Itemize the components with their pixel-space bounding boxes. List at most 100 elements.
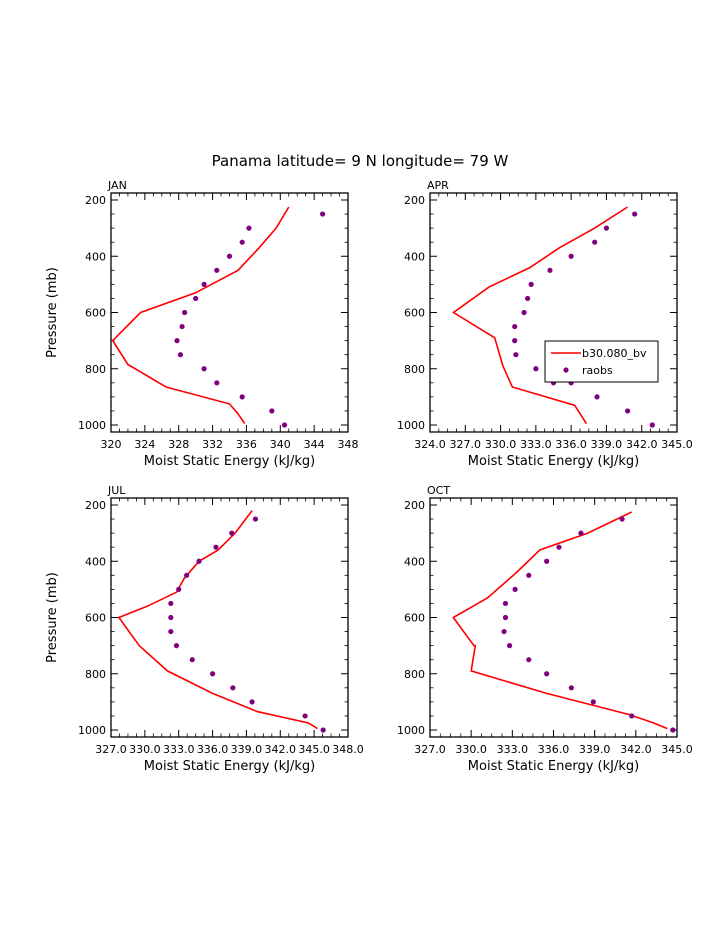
raobs-point (209, 671, 216, 677)
x-tick-label: 333.0 (163, 743, 195, 756)
raobs-point (230, 685, 236, 691)
x-axis-label: Moist Static Energy (kJ/kg) (144, 454, 315, 469)
raobs-point (239, 394, 245, 400)
y-axis-label: Pressure (mb) (45, 267, 60, 358)
y-tick-label: 400 (85, 555, 106, 568)
x-tick-label: 342.0 (620, 743, 652, 756)
x-tick-label: 328 (168, 438, 189, 451)
plot-frame (110, 192, 349, 433)
y-tick-label: 600 (85, 612, 106, 625)
x-tick-label: 336 (236, 438, 257, 451)
y-tick-label: 600 (404, 307, 425, 320)
raobs-point (568, 253, 574, 259)
raobs-point (173, 643, 180, 649)
x-tick-label: 348 (338, 438, 359, 451)
y-tick-label: 1000 (397, 419, 425, 432)
raobs-point (526, 657, 532, 663)
x-tick-label: 324.0 (414, 438, 446, 451)
x-tick-label: 333.0 (520, 438, 552, 451)
raobs-point (592, 239, 598, 245)
panel-apr: APR 324.0 327.0 330.0 333.0 336.0 339.0 342.0 34… (397, 179, 693, 469)
y-axis-label: Pressure (mb) (45, 572, 60, 663)
raobs-point (512, 586, 518, 592)
raobs-point (594, 394, 600, 400)
raobs-point (226, 253, 233, 259)
raobs-point (246, 225, 252, 231)
raobs-point (513, 352, 519, 358)
panel-title: JAN (107, 179, 127, 192)
x-tick-label: 330.0 (485, 438, 517, 451)
raobs-point (521, 309, 527, 316)
raobs-point (525, 295, 531, 302)
raobs-point (625, 408, 631, 414)
raobs-point (506, 643, 513, 649)
panel-oct: OCT 327.0 330.0 333.0 336.0 339.0 342.0 345.0 20… (397, 484, 693, 774)
x-tick-label: 345.0 (298, 743, 330, 756)
panel-jul: JUL 327.0 330.0 333.0 336.0 339.0 342.0 345.0 34… (45, 484, 364, 774)
raobs-point (590, 699, 596, 705)
raobs-point (544, 671, 550, 677)
y-tick-label: 600 (404, 612, 425, 625)
model-series-line (452, 511, 668, 730)
x-tick-label: 345.0 (661, 438, 693, 451)
panel-title: APR (427, 179, 449, 192)
raobs-point (512, 338, 518, 344)
raobs-point (632, 211, 638, 217)
raobs-point (269, 408, 275, 414)
raobs-point (320, 727, 326, 733)
raobs-point (214, 267, 220, 273)
x-tick-label: 339.0 (579, 743, 611, 756)
raobs-point (168, 614, 174, 621)
raobs-point (184, 572, 190, 578)
model-series-line (117, 510, 318, 730)
raobs-point (578, 530, 584, 536)
y-tick-label: 1000 (78, 419, 106, 432)
x-tick-label: 344 (304, 438, 325, 451)
x-tick-label: 342.0 (626, 438, 658, 451)
raobs-point (502, 600, 509, 607)
raobs-point (281, 422, 288, 428)
raobs-point (526, 572, 532, 578)
panel-title: JUL (107, 484, 126, 497)
panels-group: JAN 320 324 328 332 336 340 344 348 200 400 600 800 1… (45, 179, 693, 774)
x-tick-label: 336.0 (538, 743, 570, 756)
y-tick-label: 200 (404, 194, 425, 207)
legend-box (544, 340, 659, 383)
panel-jan: JAN 320 324 328 332 336 340 344 348 200 400 600 800 1… (45, 179, 359, 469)
raobs-point (649, 422, 655, 428)
x-tick-label: 339.0 (231, 743, 263, 756)
y-tick-label: 200 (85, 499, 106, 512)
x-tick-label: 332 (202, 438, 223, 451)
model-series-line (452, 206, 629, 425)
legend-obs-marker (563, 367, 569, 373)
y-tick-label: 400 (404, 555, 425, 568)
raobs-point (501, 628, 507, 635)
raobs-point (619, 516, 625, 522)
raobs-point (201, 366, 207, 372)
y-tick-label: 800 (85, 668, 106, 681)
raobs-point (670, 727, 676, 733)
raobs-point (502, 614, 509, 621)
x-axis-label: Moist Static Energy (kJ/kg) (468, 759, 639, 774)
raobs-point (213, 544, 219, 550)
y-tick-label: 400 (404, 250, 425, 263)
x-axis-label: Moist Static Energy (kJ/kg) (144, 759, 315, 774)
raobs-point (168, 628, 174, 635)
x-tick-label: 348.0 (332, 743, 364, 756)
x-tick-label: 336.0 (555, 438, 587, 451)
y-tick-label: 800 (404, 668, 425, 681)
raobs-point (528, 281, 534, 287)
raobs-point (179, 323, 185, 330)
x-tick-label: 336.0 (197, 743, 229, 756)
panel-title: OCT (427, 484, 450, 497)
y-tick-label: 200 (404, 499, 425, 512)
y-tick-label: 1000 (78, 724, 106, 737)
x-tick-label: 342.0 (265, 743, 297, 756)
plot-frame (429, 497, 678, 738)
raobs-point (201, 281, 207, 287)
raobs-point (168, 600, 174, 607)
y-tick-label: 800 (85, 363, 106, 376)
x-tick-label: 327.0 (450, 438, 482, 451)
raobs-point (182, 309, 188, 316)
